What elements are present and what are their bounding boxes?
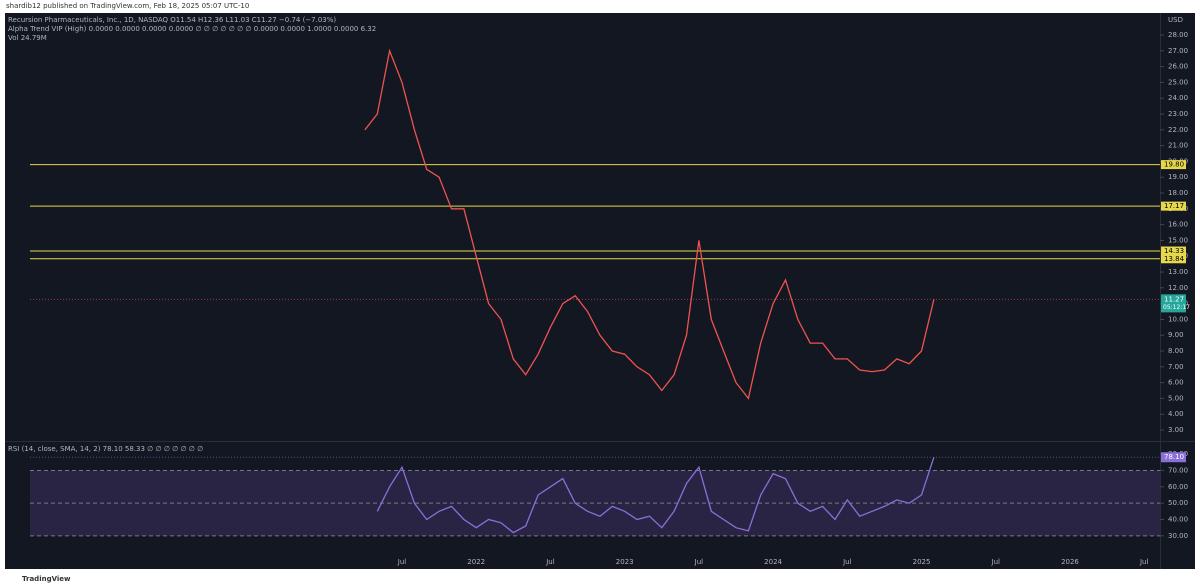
y-tick-label: 28.00 xyxy=(1168,31,1188,39)
y-tick-label: 5.00 xyxy=(1168,394,1184,402)
last-value-label: 78.10 xyxy=(1164,453,1184,461)
y-tick-label: 9.00 xyxy=(1168,331,1184,339)
price-legend: Recursion Pharmaceuticals, Inc., 1D, NAS… xyxy=(8,16,336,24)
header: shardib12 published on TradingView.com, … xyxy=(6,2,249,10)
y-tick-label: 21.00 xyxy=(1168,142,1188,150)
x-tick-label: Jul xyxy=(1139,558,1149,566)
y-tick-label: 18.00 xyxy=(1168,189,1188,197)
level-label: 14.33 xyxy=(1164,247,1184,255)
x-tick-label: 2026 xyxy=(1061,558,1079,566)
plot: 3.004.005.006.007.008.009.0010.0011.0012… xyxy=(30,31,1190,566)
y-tick-label: 13.00 xyxy=(1168,268,1188,276)
y-tick-label: 19.00 xyxy=(1168,173,1188,181)
y-tick-label: 27.00 xyxy=(1168,47,1188,55)
x-tick-label: Jul xyxy=(842,558,852,566)
last-value-label: 11.27 xyxy=(1164,295,1184,303)
level-tag xyxy=(1161,254,1186,264)
x-tick-label: Jul xyxy=(545,558,555,566)
y-tick-label: 50.00 xyxy=(1168,499,1188,507)
level-tag xyxy=(1161,201,1186,211)
y-tick-label: 4.00 xyxy=(1168,410,1184,418)
y-tick-label: 22.00 xyxy=(1168,126,1188,134)
countdown: 05:12:17 xyxy=(1163,304,1190,311)
footer: TradingView xyxy=(22,575,71,583)
x-tick-label: Jul xyxy=(694,558,704,566)
series-line xyxy=(364,48,935,400)
x-tick-label: 2022 xyxy=(467,558,485,566)
y-tick-label: 3.00 xyxy=(1168,426,1184,434)
x-tick-label: 2024 xyxy=(764,558,782,566)
currency: USD xyxy=(1168,16,1183,24)
level-label: 17.17 xyxy=(1164,202,1184,210)
y-tick-label: 60.00 xyxy=(1168,483,1188,491)
x-tick-label: 2025 xyxy=(913,558,931,566)
level-tag xyxy=(1161,246,1186,256)
x-tick-label: 2023 xyxy=(616,558,634,566)
y-tick-label: 12.00 xyxy=(1168,284,1188,292)
y-tick-label: 6.00 xyxy=(1168,379,1184,387)
y-tick-label: 70.00 xyxy=(1168,466,1188,474)
y-tick-label: 8.00 xyxy=(1168,347,1184,355)
level-label: 13.84 xyxy=(1164,255,1185,263)
volume-legend: Vol 24.79M xyxy=(8,34,47,42)
series-line xyxy=(376,456,935,534)
level-label: 19.80 xyxy=(1164,161,1184,169)
last-value-tag xyxy=(1161,452,1186,463)
rsi-legend: RSI (14, close, SMA, 14, 2) 78.10 58.33 … xyxy=(8,445,203,453)
y-tick-label: 23.00 xyxy=(1168,110,1188,118)
y-tick-label: 30.00 xyxy=(1168,532,1188,540)
y-tick-label: 16.00 xyxy=(1168,221,1188,229)
y-tick-label: 7.00 xyxy=(1168,363,1184,371)
x-tick-label: Jul xyxy=(991,558,1001,566)
y-tick-label: 24.00 xyxy=(1168,94,1188,102)
pane xyxy=(30,456,1160,537)
indicator-legend: Alpha Trend VIP (High) 0.0000 0.0000 0.0… xyxy=(8,25,376,33)
x-tick-label: Jul xyxy=(397,558,407,566)
pane xyxy=(30,48,1160,400)
level-tag xyxy=(1161,160,1186,170)
y-tick-label: 25.00 xyxy=(1168,78,1188,86)
y-tick-label: 15.00 xyxy=(1168,236,1188,244)
y-tick-label: 26.00 xyxy=(1168,63,1188,71)
y-tick-label: 40.00 xyxy=(1168,515,1188,523)
y-tick-label: 10.00 xyxy=(1168,315,1188,323)
last-value-tag xyxy=(1161,294,1186,313)
